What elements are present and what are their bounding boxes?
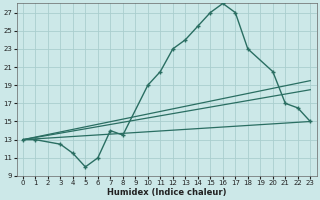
X-axis label: Humidex (Indice chaleur): Humidex (Indice chaleur) xyxy=(107,188,226,197)
